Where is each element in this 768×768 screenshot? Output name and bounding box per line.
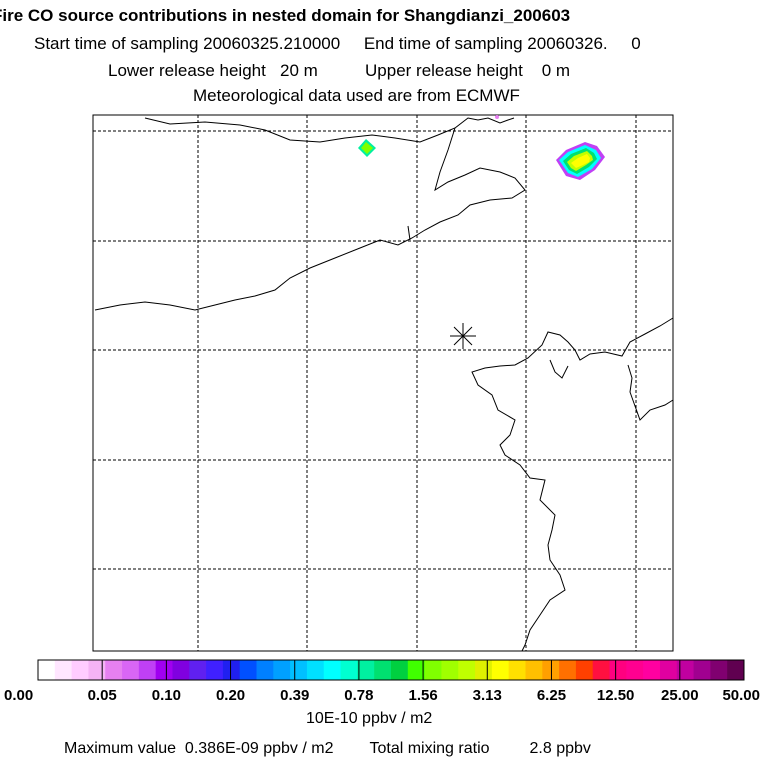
colorbar-cell — [609, 660, 627, 680]
colorbar-cell — [659, 660, 678, 680]
colorbar-cell — [38, 660, 56, 680]
colorbar-cell — [290, 660, 308, 680]
colorbar-tick-label: 3.13 — [473, 687, 502, 704]
colorbar-cell — [441, 660, 459, 680]
colorbar-cell — [256, 660, 274, 680]
colorbar-tick-label: 25.00 — [661, 687, 699, 704]
colorbar-cell — [626, 660, 644, 680]
release-height-line: Lower release height 20 m Upper release … — [108, 61, 571, 80]
colorbar-ticks: 0.00 0.05 0.10 0.20 0.39 0.78 1.56 3.13 6.25 12.5… — [4, 660, 760, 704]
total-label: Total mixing ratio — [369, 740, 490, 757]
colorbar-cell — [676, 660, 695, 680]
colorbar-cell — [542, 660, 560, 680]
colorbar-tick-label: 50.00 — [722, 687, 760, 704]
colorbar-cell — [508, 660, 526, 680]
colorbar-cell — [710, 660, 728, 680]
colorbar-tick-label: 0.10 — [152, 687, 181, 704]
border-north — [144, 117, 515, 143]
colorbar-cell — [357, 660, 375, 680]
colorbar-cell — [458, 660, 476, 680]
coastlines — [94, 117, 674, 652]
colorbar-tick-label: 0.00 — [4, 687, 33, 704]
colorbar-cell — [525, 660, 543, 680]
colorbar-cell — [222, 660, 241, 680]
max-label: Maximum value — [64, 740, 177, 757]
summary-line: Maximum value 0.386E-09 ppbv / m2 Total m… — [64, 740, 591, 758]
chart-title: Fire CO source contributions in nested d… — [0, 6, 571, 25]
colorbar-cell — [155, 660, 173, 680]
max-value: 0.386E-09 ppbv / m2 — [184, 740, 334, 757]
colorbar-cell — [391, 660, 409, 680]
colorbar-cell — [105, 660, 123, 680]
colorbar-cell — [559, 660, 577, 680]
border-mark — [407, 225, 411, 241]
colorbar-cell — [306, 660, 325, 680]
colorbar-tick-label: 0.20 — [216, 687, 245, 704]
sampling-time-line: Start time of sampling 20060325.210000 E… — [34, 34, 641, 53]
colorbar-cell — [88, 660, 106, 680]
map-grid — [93, 115, 673, 651]
colorbar-cell — [138, 660, 157, 680]
colorbar-cell — [374, 660, 392, 680]
colorbar-cell — [323, 660, 342, 680]
colorbar-tick-label: 0.05 — [88, 687, 117, 704]
colorbar-cell — [575, 660, 594, 680]
hotspot-large — [556, 142, 605, 180]
colorbar-cell — [71, 660, 89, 680]
colorbar-cell — [340, 660, 358, 680]
colorbar-cell — [54, 660, 73, 680]
hotspot-small — [358, 115, 499, 157]
coast-east-3 — [549, 359, 569, 379]
colorbar-cell — [239, 660, 258, 680]
colorbar-tick-label: 1.56 — [408, 687, 437, 704]
colorbar-cell — [727, 660, 745, 680]
colorbar-cell — [273, 660, 291, 680]
colorbar-cell — [122, 660, 140, 680]
colorbar-cell — [206, 660, 224, 680]
total-value: 2.8 ppbv — [529, 740, 591, 757]
colorbar-cell — [592, 660, 611, 680]
colorbar-cell — [491, 660, 510, 680]
colorbar-cell — [643, 660, 661, 680]
coast-east-2 — [627, 364, 674, 421]
station-marker — [450, 323, 476, 349]
colorbar-tick-label: 6.25 — [537, 687, 566, 704]
coast-east — [471, 317, 674, 652]
colorbar-cell — [693, 660, 711, 680]
colorbar-unit: 10E-10 ppbv / m2 — [306, 710, 433, 727]
colorbar-cell — [189, 660, 207, 680]
colorbar — [38, 660, 745, 680]
colorbar-cell — [172, 660, 190, 680]
colorbar-cell — [407, 660, 426, 680]
colorbar-tick-label: 0.78 — [344, 687, 373, 704]
border-inner — [94, 127, 526, 311]
colorbar-cell — [475, 660, 493, 680]
colorbar-cell — [424, 660, 442, 680]
map-frame — [92, 114, 674, 652]
met-data-line: Meteorological data used are from ECMWF — [193, 86, 520, 105]
colorbar-tick-label: 12.50 — [597, 687, 635, 704]
colorbar-tick-label: 0.39 — [280, 687, 309, 704]
